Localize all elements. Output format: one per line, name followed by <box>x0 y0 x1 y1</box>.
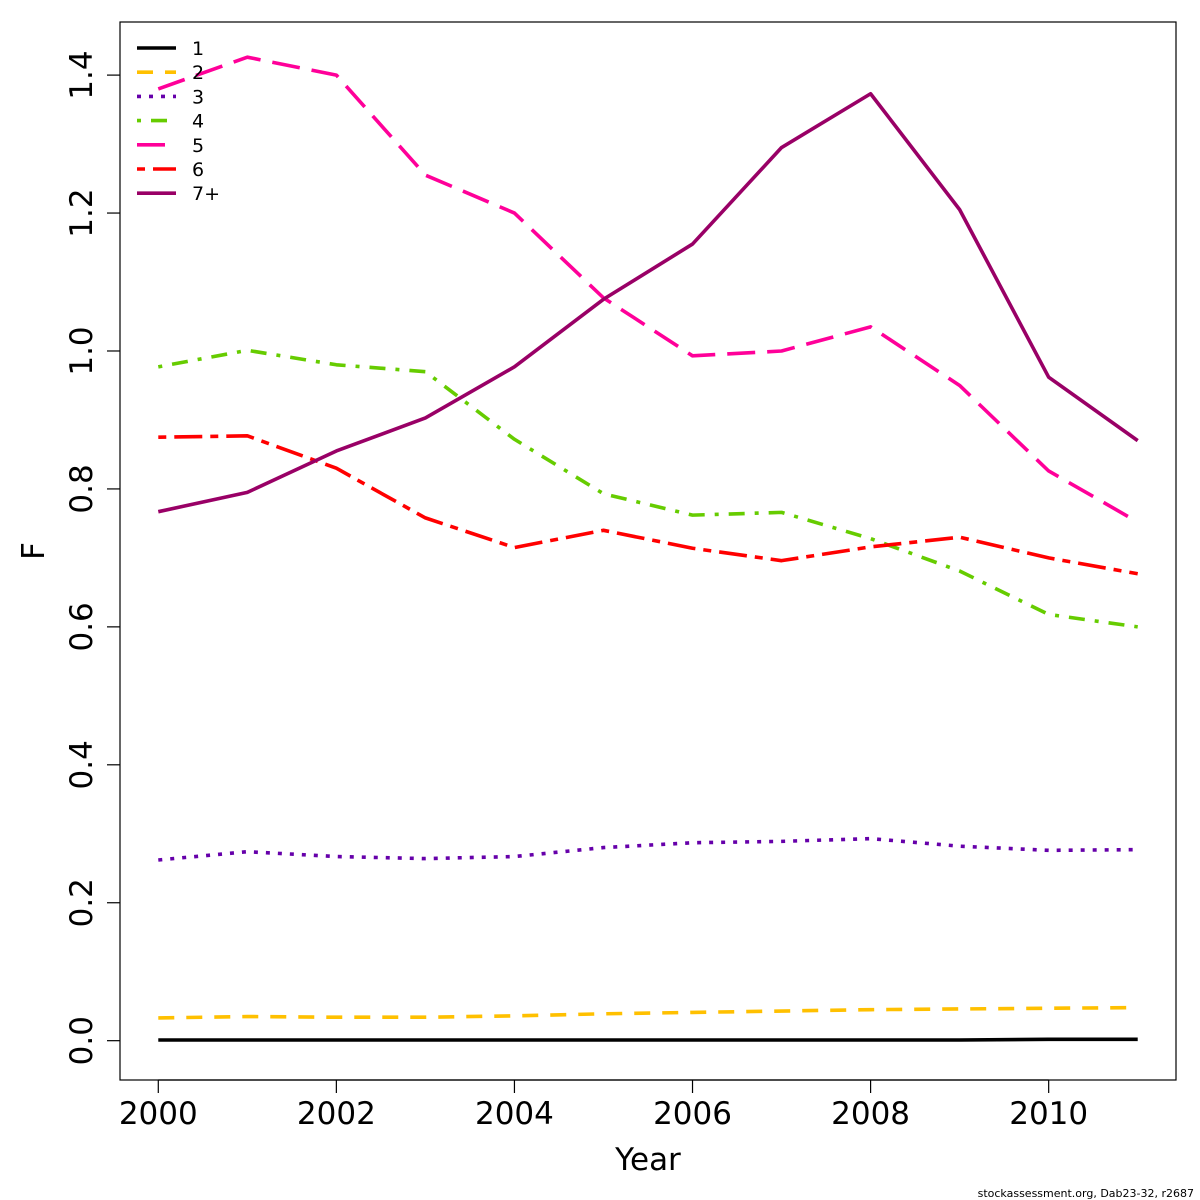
legend-label: 6 <box>192 159 204 181</box>
y-tick-label: 0.4 <box>64 740 100 789</box>
series-line-7plus <box>157 91 1139 514</box>
series-layer <box>157 55 1139 1042</box>
legend-label: 2 <box>192 62 204 84</box>
credit-text: stockassessment.org, Dab23-32, r2687 <box>978 1187 1194 1200</box>
x-tick-label: 2010 <box>1009 1096 1088 1132</box>
legend-label: 1 <box>192 38 204 60</box>
legend-label: 4 <box>192 111 204 133</box>
y-tick-label: 0.2 <box>64 878 100 927</box>
y-tick-label: 0.6 <box>64 602 100 651</box>
x-tick-label: 2002 <box>297 1096 376 1132</box>
legend-label: 5 <box>192 135 204 157</box>
series-line-2 <box>158 1005 1138 1020</box>
x-tick-label: 2008 <box>831 1096 910 1132</box>
legend-label: 7+ <box>192 183 220 205</box>
axes-group: 2000 2002 2004 2006 2008 2010 0.0 0.2 0.4 0.6 0.8 1… <box>64 50 1088 1132</box>
y-tick-label: 1.0 <box>64 326 100 375</box>
series-line-5 <box>157 55 1139 524</box>
series-line-1 <box>158 1037 1138 1042</box>
y-tick-label: 0.8 <box>64 464 100 513</box>
y-tick-label: 1.4 <box>64 50 100 99</box>
x-tick-label: 2004 <box>475 1096 554 1132</box>
series-line-6 <box>158 434 1139 576</box>
x-tick-label: 2006 <box>653 1096 732 1132</box>
legend-label: 3 <box>192 86 204 108</box>
x-tick-label: 2000 <box>119 1096 198 1132</box>
series-line-4 <box>157 348 1138 629</box>
series-line-3 <box>158 836 1138 862</box>
y-tick-label: 1.2 <box>64 188 100 237</box>
y-axis-title: F <box>16 542 52 560</box>
y-tick-label: 0.0 <box>64 1016 100 1065</box>
x-axis-title: Year <box>614 1142 681 1178</box>
